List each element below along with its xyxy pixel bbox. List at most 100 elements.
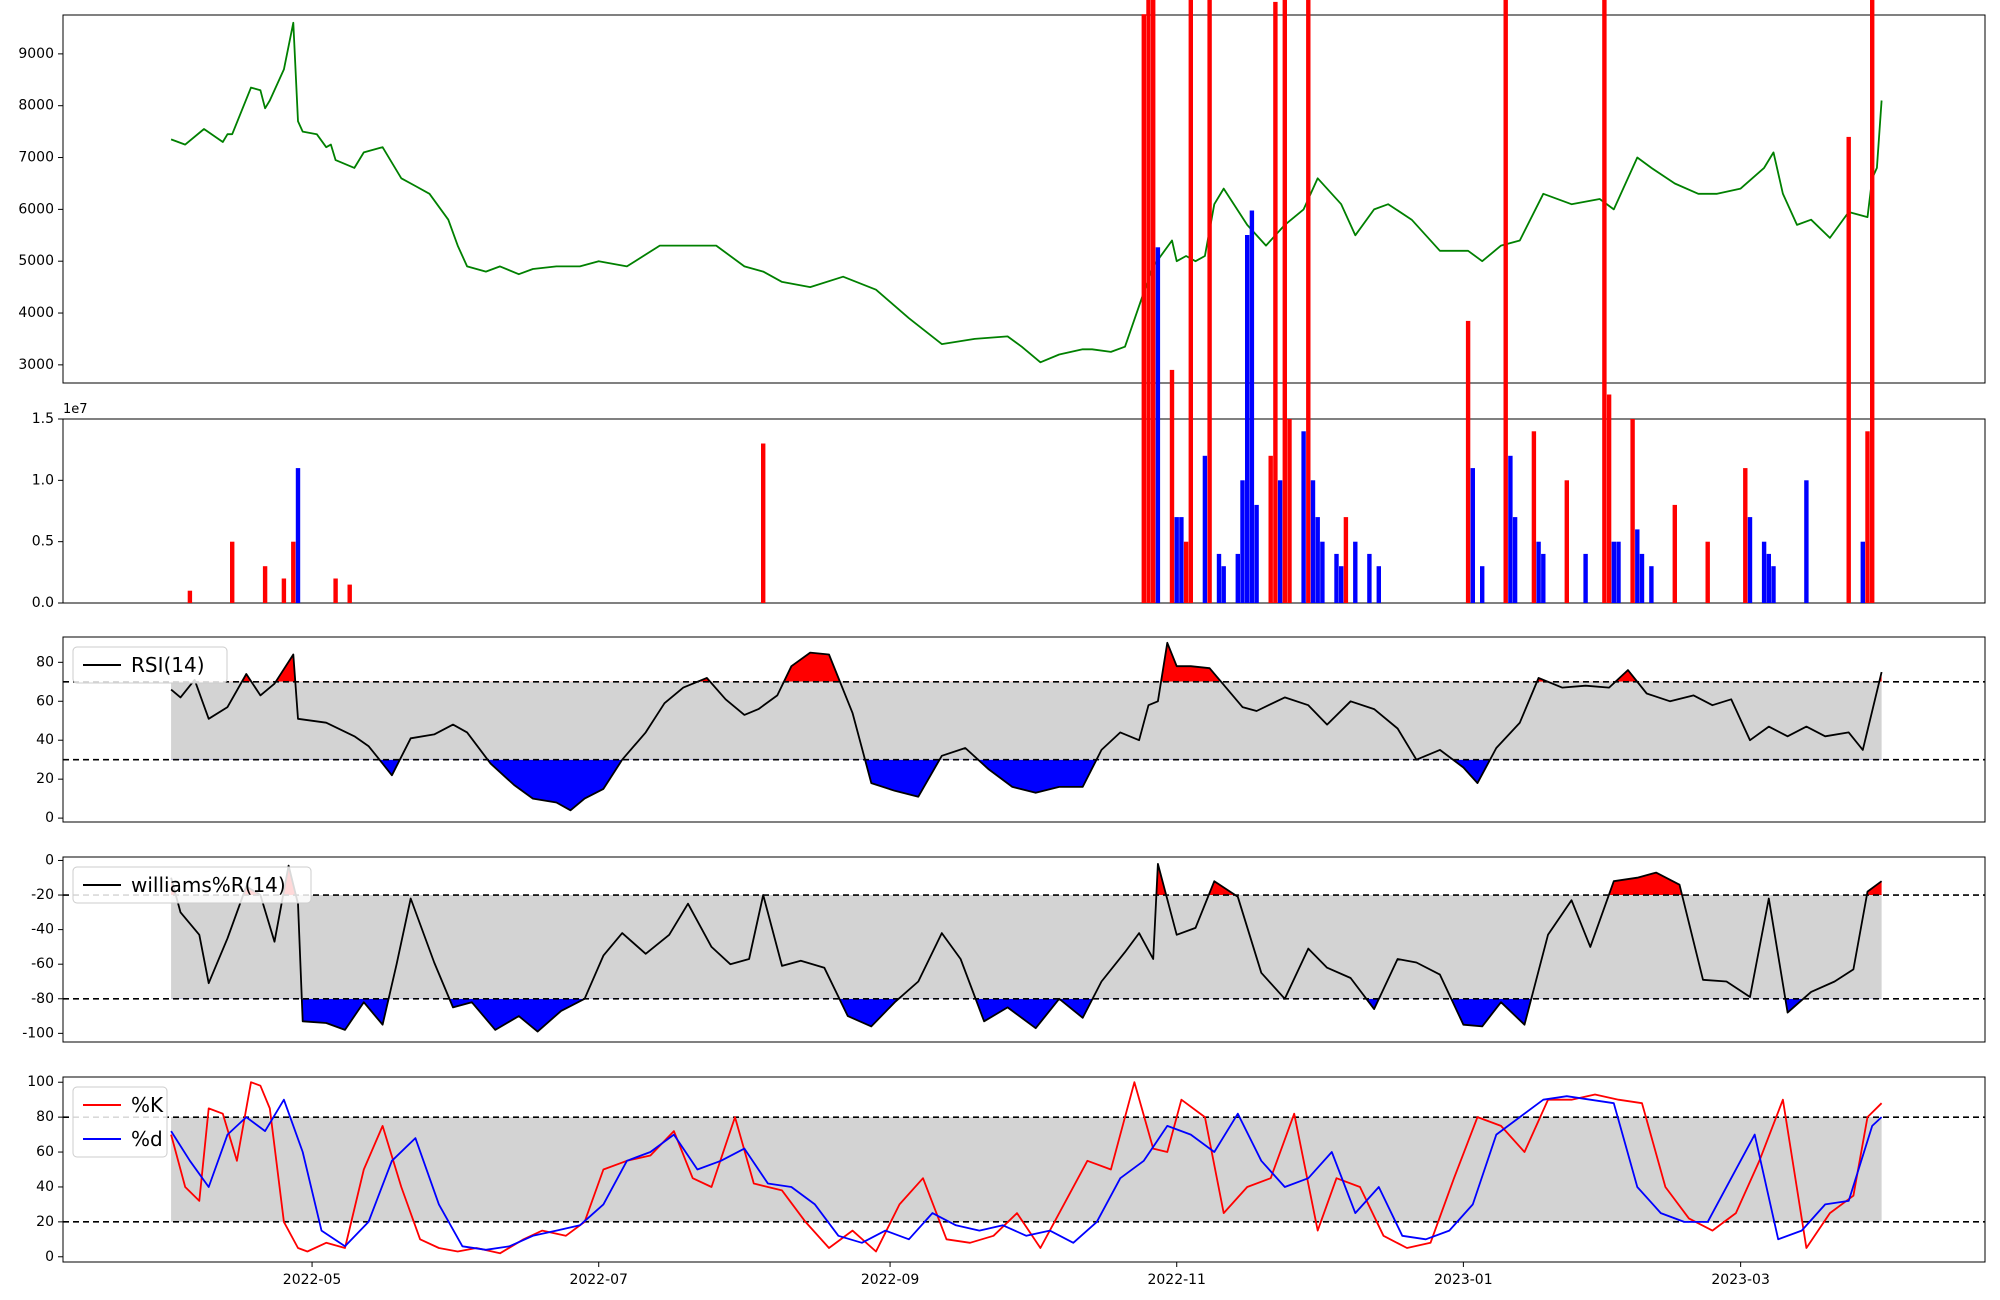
volume-frame [62, 418, 1986, 604]
volume-bar [1202, 455, 1208, 603]
price-line [170, 21, 1883, 364]
y-tick-label: 20 [36, 1214, 54, 1230]
volume-bar [1649, 566, 1654, 603]
volume-bar [1508, 455, 1513, 603]
volume-bar [1301, 431, 1306, 603]
volume-bar [1183, 541, 1189, 603]
volume-bar [1635, 529, 1640, 603]
y-tick-label: 6000 [18, 201, 54, 217]
volume-bar [1376, 566, 1381, 603]
x-axis: 2022-05 2022-07 2022-09 2022-11 2023-01 2023-… [283, 1262, 1770, 1288]
volume-bar [1536, 541, 1541, 603]
legend-label: RSI(14) [131, 653, 205, 677]
volume-bar [1541, 553, 1546, 603]
legend-label: %K [131, 1093, 164, 1117]
y-tick-label: 7000 [18, 150, 54, 166]
volume-bar [1766, 553, 1771, 603]
y-tick-label: 1.0 [32, 472, 54, 488]
volume-bar [1846, 136, 1851, 603]
volume-bar [1339, 566, 1344, 603]
volume-bar [1611, 541, 1616, 603]
y-tick-label: -80 [31, 991, 54, 1007]
y-tick-label: 100 [27, 1074, 54, 1090]
williams-line [170, 863, 1883, 1033]
band-fill [171, 1117, 1882, 1222]
volume-bar [1249, 210, 1255, 603]
volume-bar [1860, 541, 1865, 603]
y-tick-label: 4000 [18, 305, 54, 321]
oversold-fill [171, 759, 1882, 811]
volume-bar [1334, 553, 1339, 603]
volume-bar [1169, 369, 1175, 603]
volume-bar [1564, 480, 1569, 603]
volume-bar [1216, 553, 1222, 603]
percent-d-line [170, 1095, 1883, 1251]
volume-bar [1235, 553, 1240, 603]
volume-bar [1207, 0, 1212, 603]
volume-bar [1343, 517, 1349, 603]
volume-bar [1630, 419, 1635, 603]
x-tick-label: 2023-03 [1711, 1272, 1770, 1288]
y-tick-label: 0.5 [32, 534, 54, 550]
percent-k-line [170, 1081, 1883, 1255]
volume-bar [1672, 504, 1677, 603]
volume-bar [1804, 480, 1809, 603]
y-tick-label: 8000 [18, 98, 54, 114]
volume-bar [1367, 553, 1372, 603]
volume-bar [1268, 455, 1273, 603]
volume-bar [1315, 517, 1320, 603]
y-tick-label: 9000 [18, 46, 54, 62]
y-tick-label: 80 [36, 1109, 54, 1125]
y-tick-label: 0 [45, 810, 54, 826]
volume-bar [1705, 541, 1710, 603]
y-tick-label: -40 [31, 922, 54, 938]
volume-bar [1245, 235, 1250, 603]
band-fill [171, 895, 1882, 999]
rsi-line [170, 641, 1883, 812]
legend-label: williams%R(14) [131, 873, 286, 897]
y-tick-label: 0 [45, 852, 54, 868]
volume-bar [761, 443, 766, 603]
volume-bar [1870, 0, 1875, 603]
x-tick-label: 2023-01 [1434, 1272, 1493, 1288]
rsi-frame [62, 636, 1986, 823]
oversold-fill [171, 998, 1882, 1032]
volume-bar [1602, 0, 1607, 604]
legend-box [72, 866, 312, 904]
volume-bar [1512, 517, 1518, 603]
volume-bar [1480, 566, 1485, 603]
volume-bar [1470, 468, 1475, 603]
y-tick-label: -20 [31, 887, 54, 903]
volume-bar [230, 541, 235, 603]
price-frame [62, 14, 1986, 384]
y-tick-label: 3000 [18, 357, 54, 373]
legend-label: %d [131, 1127, 163, 1151]
williams-panel: 0 -20 -40 -60 -80 -100 williams%R(14) [22, 852, 1986, 1043]
volume-bar [1743, 468, 1748, 603]
volume-bar [1273, 1, 1278, 603]
volume-bar [1287, 419, 1292, 603]
volume-bar [1865, 431, 1870, 603]
x-tick-label: 2022-09 [861, 1272, 920, 1288]
band-fill [171, 681, 1882, 760]
volume-bar [262, 566, 268, 603]
stochastic-frame [62, 1076, 1986, 1263]
volume-bar [1616, 541, 1621, 603]
volume-bar [1503, 0, 1508, 603]
volume-bar [1583, 553, 1588, 603]
y-tick-label: 60 [36, 1144, 54, 1160]
volume-bar [1353, 541, 1358, 603]
x-tick-label: 2022-11 [1147, 1272, 1206, 1288]
y-tick-label: 80 [36, 654, 54, 670]
x-tick-label: 2022-05 [283, 1272, 342, 1288]
volume-bar [1639, 553, 1645, 603]
volume-bar [1771, 566, 1776, 603]
volume-bar [347, 584, 352, 603]
y-tick-label: -100 [22, 1025, 54, 1041]
volume-bar [1306, 0, 1311, 603]
volume-bar [1146, 0, 1151, 604]
volume-bar [281, 578, 287, 603]
volume-bar [1282, 0, 1287, 604]
volume-bar [1254, 504, 1259, 603]
